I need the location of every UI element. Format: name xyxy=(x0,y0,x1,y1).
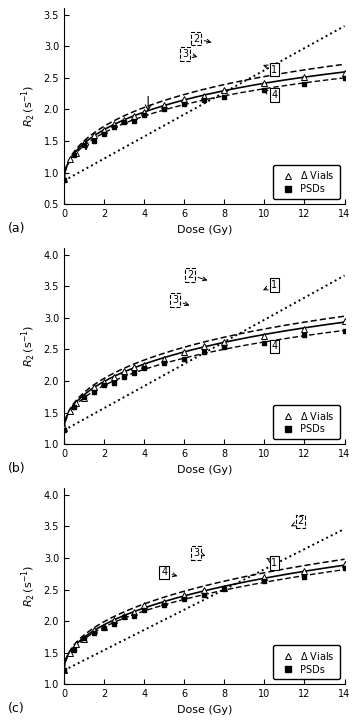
Text: 3: 3 xyxy=(182,48,196,59)
Y-axis label: $R_2\,(\mathrm{s}^{-1})$: $R_2\,(\mathrm{s}^{-1})$ xyxy=(20,325,38,367)
X-axis label: Dose (Gy): Dose (Gy) xyxy=(177,705,232,714)
Text: 1: 1 xyxy=(267,558,278,568)
Y-axis label: $R_2\,(\mathrm{s}^{-1})$: $R_2\,(\mathrm{s}^{-1})$ xyxy=(20,85,38,127)
Text: 1: 1 xyxy=(264,64,278,74)
Text: 3: 3 xyxy=(172,295,188,306)
Legend: $\Delta$ Vials, PSDs: $\Delta$ Vials, PSDs xyxy=(273,405,340,440)
Text: 4: 4 xyxy=(264,341,278,351)
Text: 3: 3 xyxy=(193,548,205,558)
X-axis label: Dose (Gy): Dose (Gy) xyxy=(177,465,232,474)
Legend: $\Delta$ Vials, PSDs: $\Delta$ Vials, PSDs xyxy=(273,645,340,680)
Text: (b): (b) xyxy=(8,461,25,474)
Text: 4: 4 xyxy=(161,568,177,578)
Text: 1: 1 xyxy=(264,280,278,290)
X-axis label: Dose (Gy): Dose (Gy) xyxy=(177,225,232,234)
Y-axis label: $R_2\,(\mathrm{s}^{-1})$: $R_2\,(\mathrm{s}^{-1})$ xyxy=(20,565,38,607)
Text: 2: 2 xyxy=(292,516,304,526)
Text: (c): (c) xyxy=(8,701,25,714)
Text: 4: 4 xyxy=(264,90,278,100)
Text: 2: 2 xyxy=(193,34,210,43)
Text: 2: 2 xyxy=(187,270,206,281)
Legend: $\Delta$ Vials, PSDs: $\Delta$ Vials, PSDs xyxy=(273,165,340,200)
Text: (a): (a) xyxy=(8,221,25,234)
